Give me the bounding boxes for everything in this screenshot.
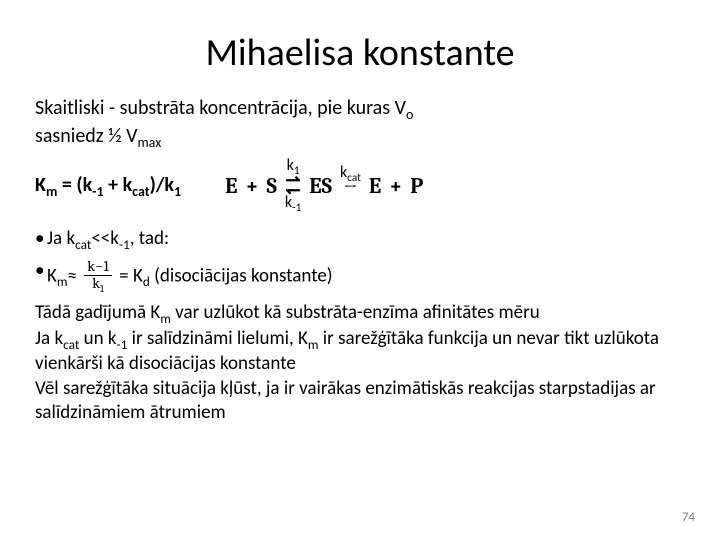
para2-c: ir salīdzināmi lielumi, K (127, 327, 308, 350)
definition-part1: Skaitliski - substrāta koncentrācija, pi… (35, 96, 406, 120)
approximation-line: Km≈ k−1k1 = Kd (disociācijas konstante) (35, 259, 685, 295)
km-sub: m (46, 183, 57, 200)
approx-sub2: d (143, 273, 150, 290)
approx-sub1: m (57, 273, 68, 290)
para2-a: Ja k (35, 327, 63, 350)
reaction-P: P (410, 173, 423, 199)
approx-paren: (disociācijas konstante) (150, 264, 333, 287)
reaction-S: S (266, 173, 276, 199)
reversible-arrow: k1 ⇀ ↽ k-1 (285, 160, 301, 214)
para2-sub1: cat (63, 335, 79, 352)
km-formula: Km = (k-1 + kcat)/k1 (35, 173, 181, 200)
paragraph-3: Vēl sarežģītāka situācija kļūst, ja ir v… (35, 377, 685, 426)
slide: Mihaelisa konstante Skaitliski - substrā… (0, 0, 720, 540)
definition-part2: sasniedz ½ V (35, 124, 138, 148)
approx-approx: ≈ (68, 264, 82, 287)
para1-b: var uzlūkot kā substrāta-enzīma afinitāt… (171, 301, 540, 324)
slide-title: Mihaelisa konstante (35, 30, 685, 76)
km-sub4: 1 (174, 183, 181, 200)
km-sub2: -1 (92, 183, 103, 200)
fraction: k−1k1 (84, 259, 112, 295)
frac-den: k1 (84, 276, 112, 295)
body-text: Ja kcat<<k-1, tad: Km≈ k−1k1 = Kd (disoc… (35, 227, 685, 425)
reaction-ES: ES (309, 173, 332, 199)
km-rest3: )/k (150, 173, 174, 197)
cond-mid: <<k (91, 227, 119, 250)
kminus1-label: k-1 (285, 197, 301, 213)
reaction-equation: E + S k1 ⇀ ↽ k-1 ES kcat → x E + P (221, 160, 427, 214)
para2-b: un k (79, 327, 116, 350)
km-rest2: + k (104, 173, 133, 197)
cond-sub1: cat (75, 236, 91, 253)
forward-arrow: kcat → x (340, 167, 361, 205)
formula-row: Km = (k-1 + kcat)/k1 E + S k1 ⇀ ↽ k-1 ES… (35, 160, 685, 214)
cond-prefix: Ja k (47, 227, 75, 250)
paragraph-1: Tādā gadījumā Km var uzlūkot kā substrāt… (35, 301, 685, 327)
definition-text: Skaitliski - substrāta koncentrācija, pi… (35, 96, 685, 152)
arrow-forward-icon: → (343, 183, 357, 194)
paragraph-2: Ja kcat un k-1 ir salīdzināmi lielumi, K… (35, 327, 685, 377)
km-prefix: K (35, 173, 46, 197)
definition-sub2: max (138, 134, 162, 151)
reaction-plus2: + (389, 173, 402, 199)
approx-eq: = K (115, 264, 143, 287)
para1-sub: m (160, 310, 171, 327)
km-rest: = (k (57, 173, 92, 197)
approx-prefix: K (47, 264, 57, 287)
reaction-E2: E (369, 173, 381, 199)
cond-end: , tad: (130, 227, 169, 250)
para1-a: Tādā gadījumā K (35, 301, 160, 324)
definition-sub1: o (406, 106, 413, 123)
km-sub3: cat (132, 183, 149, 200)
condition-line: Ja kcat<<k-1, tad: (35, 227, 685, 253)
page-number: 74 (682, 510, 695, 525)
reaction-plus1: + (245, 173, 258, 199)
cond-sub2: -1 (119, 236, 130, 253)
reaction-E: E (225, 173, 237, 199)
para2-sub3: m (308, 335, 319, 352)
para2-sub2: -1 (117, 335, 128, 352)
